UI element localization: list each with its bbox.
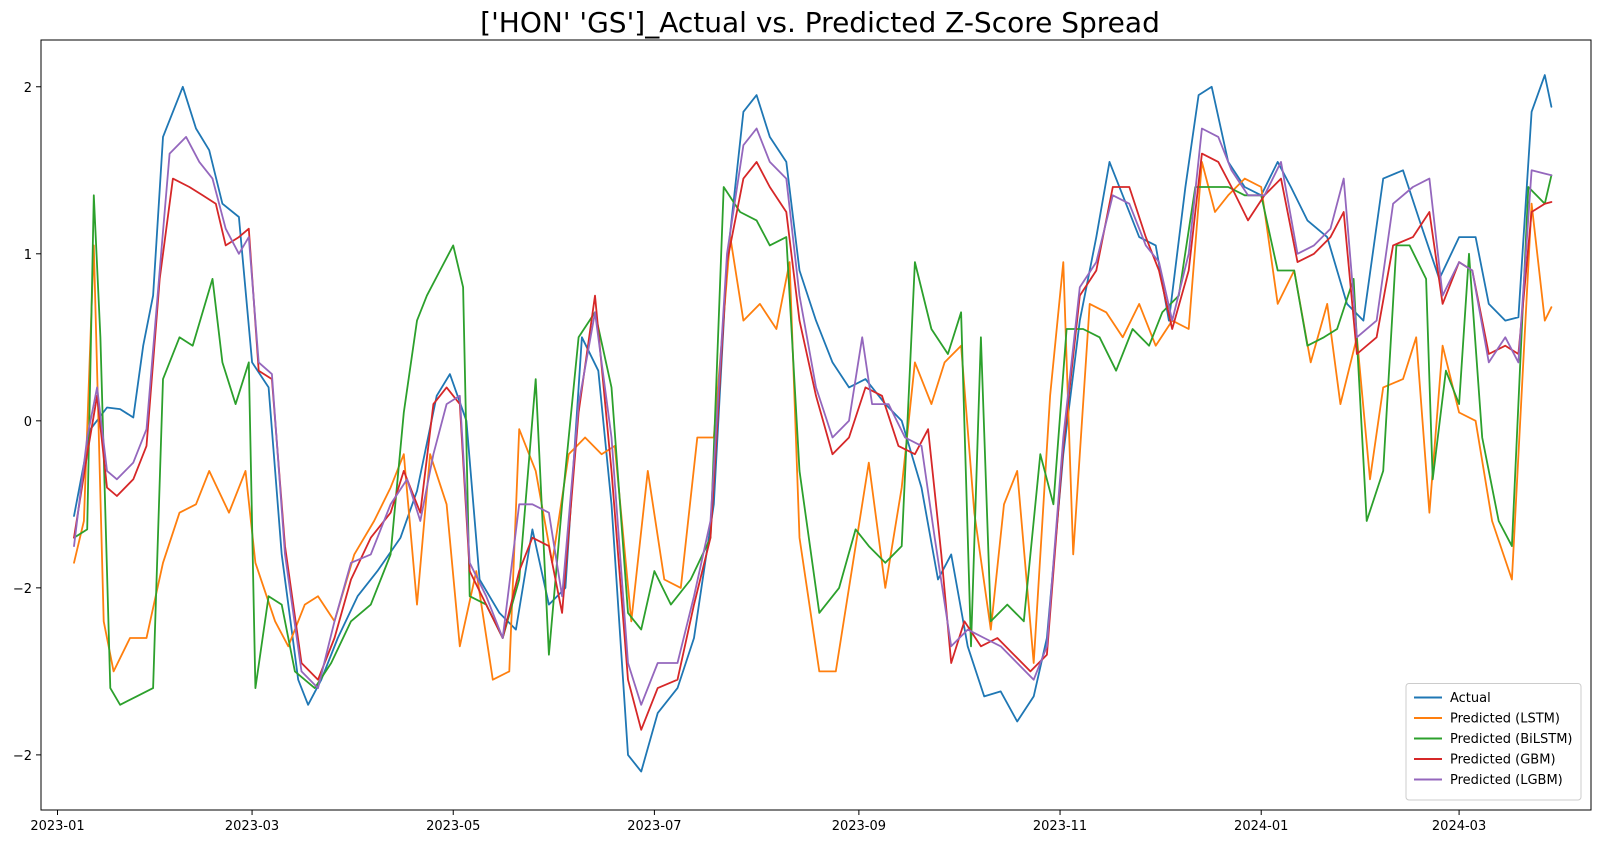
legend-label: Predicted (LSTM) [1450, 712, 1560, 727]
x-tick-label: 2024-01 [1234, 819, 1288, 834]
series-line-2 [73, 174, 1553, 706]
x-tick-label: 2023-11 [1033, 819, 1087, 834]
legend-label: Predicted (GBM) [1450, 753, 1556, 768]
chart-title: ['HON' 'GS']_Actual vs. Predicted Z-Scor… [480, 6, 1160, 39]
x-tick-label: 2023-09 [832, 819, 886, 834]
x-tick-label: 2023-03 [225, 819, 279, 834]
legend: Actual Predicted (LSTM) Predicted (BiLSTM)… [1405, 683, 1582, 801]
x-tick-label: 2024-03 [1432, 819, 1486, 834]
x-tick-label: 2023-01 [30, 819, 84, 834]
y-tick-label: 2 [24, 81, 32, 96]
x-tick-label: 2023-07 [627, 819, 681, 834]
y-axis: 2 1 0 −2 −2 [13, 81, 41, 764]
x-axis: 2023-01 2023-03 2023-05 2023-07 2023-09 2023-… [30, 810, 1486, 834]
plot-frame [40, 39, 1592, 811]
x-tick-label: 2023-05 [426, 819, 480, 834]
legend-label: Predicted (BiLSTM) [1450, 732, 1572, 747]
y-tick-label: −2 [13, 582, 32, 597]
y-tick-label: 1 [24, 248, 32, 263]
legend-label: Actual [1450, 691, 1491, 706]
series-layer [73, 74, 1553, 773]
legend-label: Predicted (LGBM) [1450, 773, 1563, 788]
series-line-0 [73, 74, 1553, 773]
series-line-4 [73, 127, 1553, 706]
y-tick-label: 0 [24, 415, 32, 430]
legend-box [1405, 683, 1582, 801]
y-tick-label: −2 [13, 749, 32, 764]
series-line-1 [73, 160, 1553, 681]
